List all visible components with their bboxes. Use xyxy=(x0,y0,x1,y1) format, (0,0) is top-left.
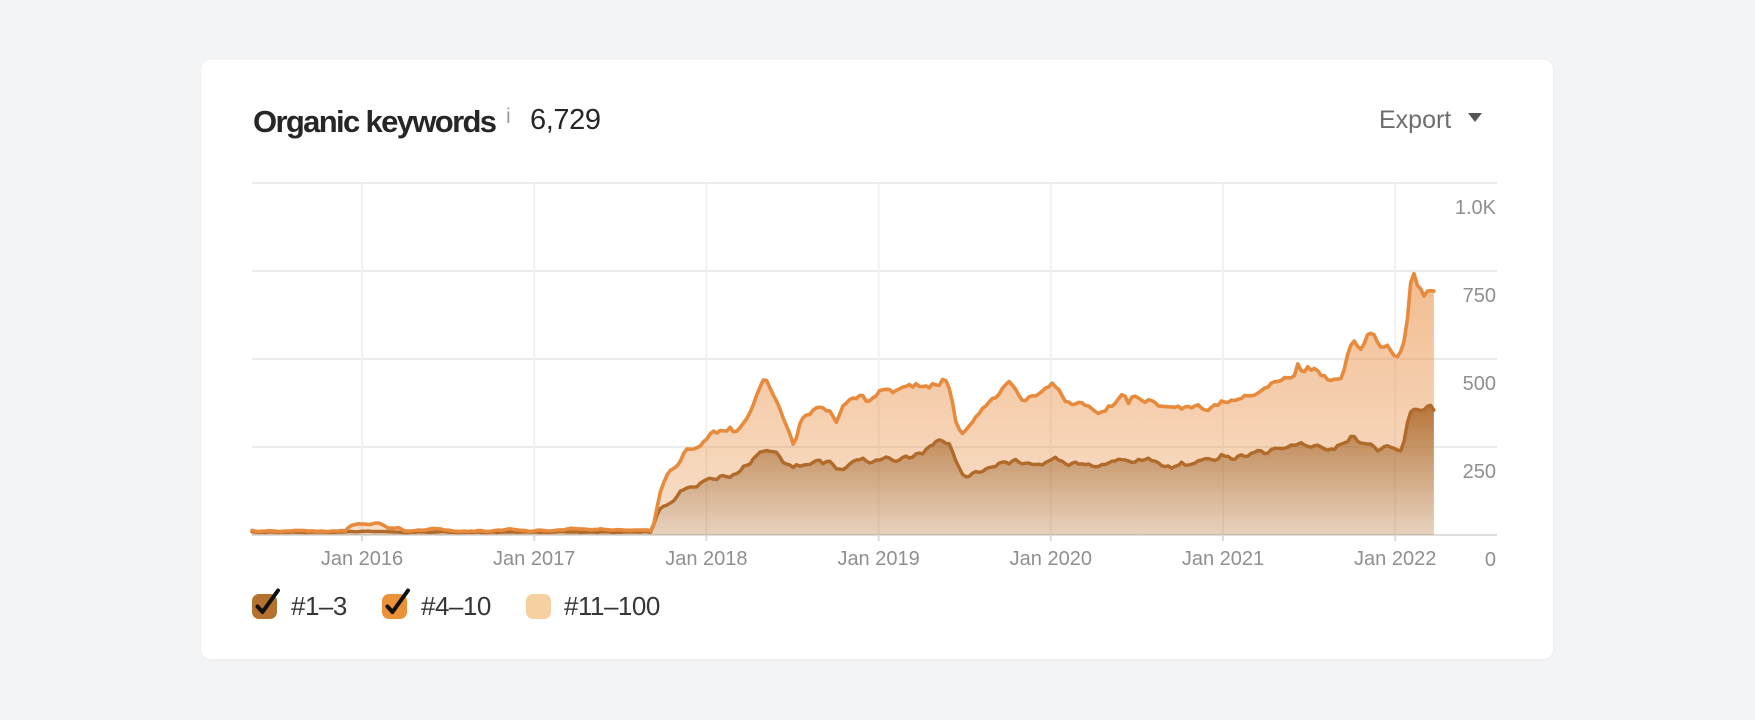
svg-text:Jan 2018: Jan 2018 xyxy=(665,548,747,570)
svg-text:1.0K: 1.0K xyxy=(1455,197,1497,219)
svg-text:0: 0 xyxy=(1485,549,1496,571)
svg-text:Jan 2019: Jan 2019 xyxy=(837,548,919,570)
svg-text:250: 250 xyxy=(1463,461,1496,483)
svg-text:500: 500 xyxy=(1463,373,1496,395)
svg-text:Jan 2020: Jan 2020 xyxy=(1010,548,1092,570)
svg-text:Jan 2022: Jan 2022 xyxy=(1354,548,1436,570)
svg-text:750: 750 xyxy=(1463,285,1496,307)
svg-text:Jan 2016: Jan 2016 xyxy=(321,548,403,570)
svg-text:Jan 2021: Jan 2021 xyxy=(1182,548,1264,570)
svg-text:Jan 2017: Jan 2017 xyxy=(493,548,575,570)
